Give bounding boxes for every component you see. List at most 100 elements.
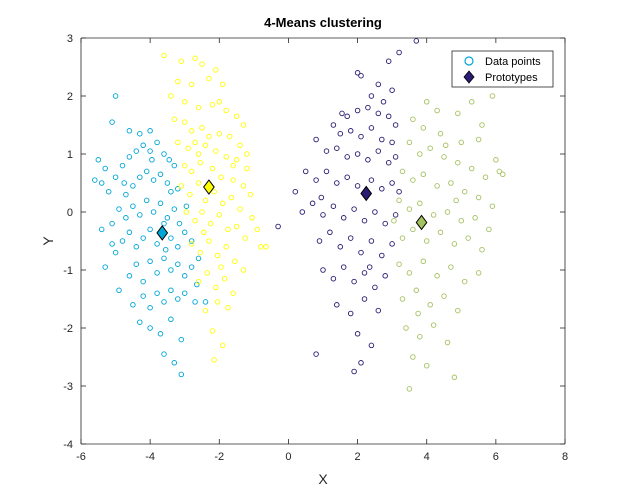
- data-point: [358, 133, 364, 140]
- data-point: [330, 122, 337, 128]
- legend: Data points Prototypes: [451, 50, 554, 88]
- x-tick-label: 8: [562, 451, 568, 463]
- data-point: [472, 215, 478, 221]
- data-point: [192, 217, 198, 224]
- data-point: [213, 67, 219, 73]
- data-point: [313, 177, 319, 183]
- data-point: [164, 215, 171, 221]
- data-point: [161, 220, 167, 227]
- data-point: [188, 128, 195, 134]
- data-point: [430, 212, 437, 218]
- data-point: [448, 264, 454, 270]
- data-point: [344, 154, 350, 160]
- legend-data-points-marker: [464, 56, 474, 66]
- data-point: [197, 249, 204, 256]
- data-point: [344, 174, 350, 180]
- data-point: [98, 180, 105, 186]
- data-point: [475, 136, 482, 143]
- data-point: [171, 360, 178, 366]
- data-point: [358, 360, 364, 366]
- data-point: [213, 284, 219, 291]
- data-point: [406, 206, 413, 212]
- data-point: [95, 157, 102, 163]
- data-points-layer: [92, 38, 506, 392]
- data-point: [372, 209, 378, 215]
- plot-area: [81, 38, 565, 444]
- data-point: [171, 206, 178, 212]
- data-point: [423, 238, 430, 244]
- data-point: [334, 180, 340, 186]
- data-point: [230, 162, 236, 169]
- data-point: [181, 99, 188, 105]
- x-tick-label: -6: [76, 451, 86, 463]
- data-point: [468, 99, 475, 105]
- data-point: [382, 273, 388, 279]
- data-point: [154, 241, 160, 247]
- x-axis-label: X: [318, 471, 328, 487]
- data-point: [391, 217, 397, 224]
- data-point: [354, 331, 361, 337]
- data-point: [195, 255, 202, 262]
- data-point: [244, 151, 250, 157]
- data-point: [98, 226, 105, 233]
- data-point: [365, 104, 371, 111]
- data-point: [116, 206, 122, 212]
- data-point: [375, 81, 382, 88]
- data-point: [489, 93, 496, 99]
- data-point: [192, 139, 198, 146]
- data-point: [493, 157, 499, 163]
- data-point: [116, 287, 122, 294]
- data-point: [130, 183, 136, 189]
- y-tick-label: -1: [63, 265, 73, 277]
- data-point: [453, 197, 459, 204]
- data-point: [423, 362, 430, 369]
- data-point: [214, 299, 221, 305]
- data-point: [181, 119, 188, 125]
- data-point: [361, 296, 368, 302]
- data-point: [112, 174, 119, 180]
- data-point: [399, 296, 406, 302]
- data-point: [112, 249, 119, 256]
- data-point: [183, 203, 190, 209]
- data-point: [385, 58, 392, 64]
- data-point: [140, 235, 146, 241]
- data-point: [479, 246, 485, 253]
- data-point: [451, 374, 458, 381]
- prototype-marker-4: [415, 214, 428, 231]
- data-point: [316, 238, 323, 244]
- data-point: [434, 183, 440, 189]
- data-point: [168, 287, 174, 294]
- data-point: [102, 165, 108, 172]
- data-point: [327, 229, 333, 236]
- data-point: [420, 171, 427, 178]
- data-point: [109, 220, 115, 227]
- data-point: [451, 241, 458, 247]
- data-point: [195, 180, 202, 186]
- data-point: [92, 177, 98, 183]
- data-point: [410, 226, 416, 233]
- prototype-marker-2: [203, 179, 215, 195]
- data-point: [337, 244, 344, 250]
- data-point: [233, 223, 240, 230]
- data-point: [417, 333, 423, 340]
- data-point: [242, 235, 248, 241]
- data-point: [168, 316, 174, 323]
- data-point: [164, 180, 171, 186]
- data-point: [354, 151, 361, 157]
- data-point: [385, 159, 392, 166]
- data-point: [486, 226, 492, 233]
- data-point: [420, 258, 427, 265]
- data-point: [475, 194, 482, 201]
- data-point: [382, 220, 388, 227]
- data-point: [188, 81, 195, 88]
- data-point: [406, 270, 413, 276]
- data-point: [233, 113, 240, 120]
- data-point: [137, 130, 143, 137]
- data-point: [176, 220, 183, 227]
- data-point: [216, 130, 223, 137]
- data-point: [368, 177, 375, 183]
- data-point: [396, 49, 402, 56]
- data-point: [188, 238, 195, 244]
- x-tick-label: -4: [145, 451, 155, 463]
- data-point: [437, 229, 444, 236]
